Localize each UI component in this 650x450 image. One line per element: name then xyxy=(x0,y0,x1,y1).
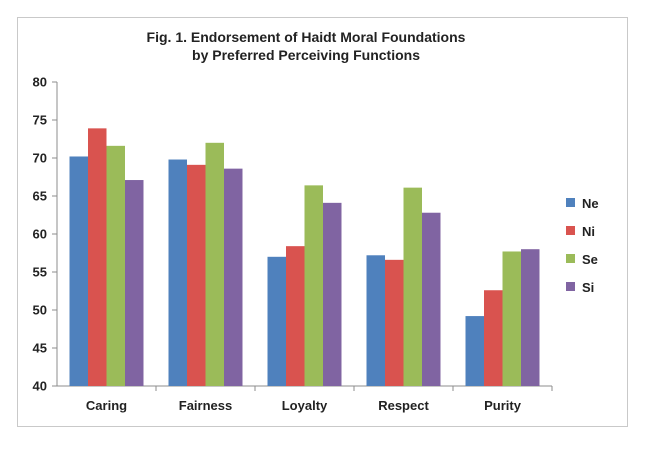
bar-fairness-ni xyxy=(187,164,206,386)
y-tick-label: 75 xyxy=(33,113,47,128)
bar-loyalty-ni xyxy=(286,246,305,386)
bar-caring-se xyxy=(106,145,125,386)
legend-swatch-ni xyxy=(566,226,575,235)
bar-fairness-si xyxy=(224,168,243,386)
bar-respect-si xyxy=(422,212,441,386)
x-category-label: Caring xyxy=(86,398,127,413)
x-category-label: Loyalty xyxy=(282,398,328,413)
bar-purity-ni xyxy=(484,290,503,386)
bar-loyalty-se xyxy=(304,185,323,386)
y-tick-label: 40 xyxy=(33,379,47,394)
y-tick-label: 60 xyxy=(33,227,47,242)
chart-title: Fig. 1. Endorsement of Haidt Moral Found… xyxy=(147,29,466,63)
bars xyxy=(69,128,540,387)
bar-respect-se xyxy=(403,187,422,386)
chart-title-line-2: by Preferred Perceiving Functions xyxy=(192,47,420,63)
legend: Ne Ni Se Si xyxy=(566,196,599,295)
bar-respect-ne xyxy=(366,255,385,386)
legend-swatch-si xyxy=(566,282,575,291)
chart-title-line-1: Fig. 1. Endorsement of Haidt Moral Found… xyxy=(147,29,466,45)
y-tick-label: 65 xyxy=(33,189,47,204)
x-category-label: Respect xyxy=(378,398,429,413)
bar-caring-si xyxy=(125,180,144,386)
bar-caring-ni xyxy=(88,128,107,387)
bar-fairness-se xyxy=(205,142,224,386)
legend-swatch-ne xyxy=(566,198,575,207)
axes: 40 45 50 55 60 65 70 75 80 Caring Fairness Loyalty R… xyxy=(33,75,553,413)
x-category-label: Fairness xyxy=(179,398,232,413)
bar-purity-si xyxy=(521,249,540,386)
legend-swatch-se xyxy=(566,254,575,263)
bar-loyalty-ne xyxy=(267,256,286,386)
y-tick-label: 70 xyxy=(33,151,47,166)
y-tick-label: 80 xyxy=(33,75,47,90)
bar-respect-ni xyxy=(385,259,404,386)
legend-label-ni: Ni xyxy=(582,224,595,239)
bar-caring-ne xyxy=(69,156,88,386)
bar-loyalty-si xyxy=(323,202,342,386)
y-tick-label: 55 xyxy=(33,265,47,280)
x-category-label: Purity xyxy=(484,398,522,413)
bar-purity-se xyxy=(502,251,521,386)
chart-frame: Fig. 1. Endorsement of Haidt Moral Found… xyxy=(17,17,628,427)
y-tick-label: 45 xyxy=(33,341,47,356)
legend-label-si: Si xyxy=(582,280,594,295)
bar-fairness-ne xyxy=(168,159,187,386)
bar-purity-ne xyxy=(465,316,484,386)
y-tick-label: 50 xyxy=(33,303,47,318)
legend-label-se: Se xyxy=(582,252,598,267)
bar-chart: Fig. 1. Endorsement of Haidt Moral Found… xyxy=(33,29,599,413)
legend-label-ne: Ne xyxy=(582,196,599,211)
